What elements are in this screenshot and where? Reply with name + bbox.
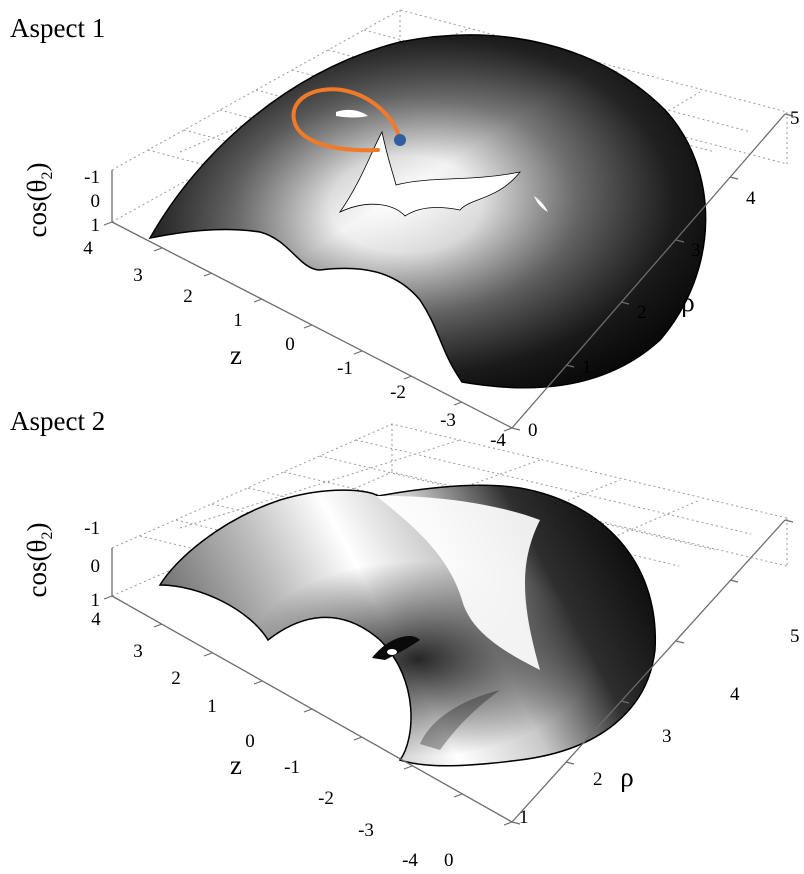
- z-tick-label: -4: [402, 850, 418, 871]
- rho-axis-label: ρ: [620, 762, 633, 792]
- panel-aspect-1: Aspect 1: [10, 9, 800, 451]
- rho-tick-labels: 0 1 2 3 4 5: [444, 626, 800, 871]
- z-axis-ticks: [103, 595, 513, 826]
- z-tick-label: 0: [285, 334, 295, 355]
- z-tick-labels: 4 3 2 1 0 -1 -2 -3 -4: [83, 238, 506, 451]
- z-axis-label: z: [230, 750, 242, 780]
- z-axis-ticks: [103, 221, 513, 432]
- surface-aspect-1: [148, 34, 707, 389]
- rho-axis-ticks: [511, 519, 794, 825]
- rho-tick-labels: 0 1 2 3 4 5: [528, 108, 800, 441]
- z-tick-label: -4: [490, 430, 506, 451]
- z-tick-label: 4: [83, 238, 93, 259]
- cos-axis-label: cos(θ2): [22, 523, 56, 598]
- rho-tick-label: 1: [519, 807, 529, 828]
- rho-tick-label: 0: [528, 420, 538, 441]
- z-tick-label: -2: [390, 382, 406, 403]
- z-tick-labels: 4 3 2 1 0 -1 -2 -3 -4: [91, 609, 418, 871]
- z-tick-label: 1: [207, 696, 217, 717]
- z-tick-label: 2: [171, 668, 181, 689]
- rho-axis-label: ρ: [681, 287, 694, 317]
- z-tick-label: -2: [318, 788, 334, 809]
- z-tick-label: 4: [91, 609, 101, 630]
- z-tick-label: 2: [183, 286, 193, 307]
- rho-tick-label: 4: [746, 188, 756, 209]
- trajectory: [291, 87, 406, 153]
- trajectory-end-marker: [394, 134, 406, 146]
- z-tick-label: -3: [440, 410, 456, 431]
- z-tick-label: -1: [284, 757, 300, 778]
- rho-tick-label: 1: [582, 357, 592, 378]
- z-tick-label: 3: [133, 265, 143, 286]
- z-tick-label: -1: [337, 358, 353, 379]
- z-tick-label: 0: [245, 731, 255, 752]
- cos-axis-label: cos(θ2): [22, 163, 56, 238]
- panel-title: Aspect 1: [10, 13, 105, 43]
- rho-tick-label: 5: [790, 108, 800, 129]
- cos-tick-label: 0: [91, 556, 101, 577]
- rho-tick-label: 0: [444, 850, 454, 871]
- rho-axis-ticks: [511, 113, 794, 431]
- rho-tick-label: 5: [790, 626, 800, 647]
- panel-aspect-2: Aspect 2: [10, 406, 800, 871]
- rho-tick-label: 3: [662, 726, 672, 747]
- cos-tick-labels: -1 0 1: [84, 518, 100, 611]
- z-tick-label: 3: [133, 641, 143, 662]
- z-tick-label: 1: [233, 310, 243, 331]
- cos-tick-label: -1: [84, 518, 100, 539]
- cos-tick-label: 1: [91, 590, 101, 611]
- z-tick-label: -3: [358, 820, 374, 841]
- z-axis-label: z: [230, 340, 242, 370]
- rho-tick-label: 2: [637, 302, 647, 323]
- panel-title: Aspect 2: [10, 406, 105, 436]
- cos-tick-label: -1: [84, 167, 100, 188]
- surface-aspect-2: [158, 484, 656, 767]
- cos-tick-label: 0: [91, 191, 101, 212]
- rho-tick-label: 2: [593, 769, 603, 790]
- cos-tick-label: 1: [91, 215, 101, 236]
- rho-tick-label: 3: [691, 240, 701, 261]
- rho-tick-label: 4: [730, 684, 740, 705]
- cos-tick-labels: -1 0 1: [84, 167, 100, 236]
